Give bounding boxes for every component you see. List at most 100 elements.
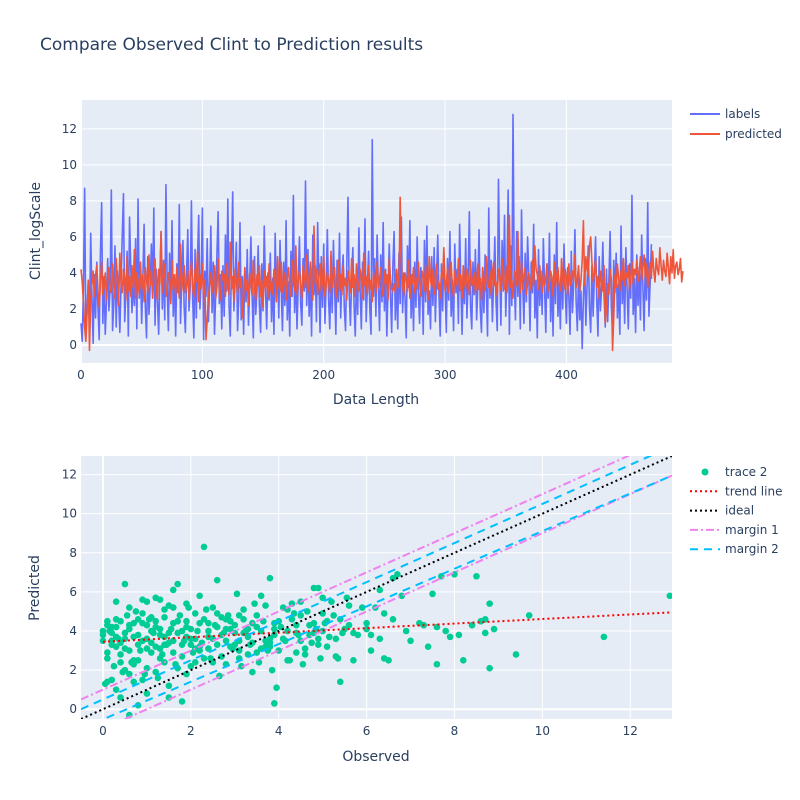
scatter-point <box>99 627 107 635</box>
scatter-point <box>666 592 672 600</box>
x-tick-label: 8 <box>451 724 459 738</box>
scatter-point <box>433 660 441 668</box>
scatter-point <box>266 574 274 582</box>
scatter-point <box>253 612 261 619</box>
scatter-point <box>271 700 278 707</box>
y-tick-label: 8 <box>69 194 77 208</box>
y-axis-title-bottom: Predicted <box>27 555 43 621</box>
scatter-point <box>218 614 225 621</box>
y-tick-label: 2 <box>69 302 77 316</box>
scatter-point <box>205 619 212 627</box>
y-tick-label: 4 <box>69 266 77 280</box>
scatter-point <box>473 572 480 580</box>
scatter-point <box>143 690 151 697</box>
scatter-point <box>222 625 230 633</box>
scatter-point <box>525 612 533 619</box>
x-tick-label: 2 <box>187 724 195 738</box>
scatter-point <box>176 612 184 619</box>
scatter-point <box>156 631 164 639</box>
scatter-point <box>139 637 146 645</box>
scatter-point <box>314 641 322 648</box>
series-line-labels <box>80 113 653 350</box>
scatter-point <box>117 658 124 666</box>
scatter-point <box>345 602 353 609</box>
scatter-point <box>268 666 276 674</box>
y-tick-label: 10 <box>62 507 77 521</box>
scatter-point <box>213 610 221 617</box>
scatter-point <box>143 621 151 629</box>
scatter-point <box>174 580 181 588</box>
scatter-plot-series <box>81 456 672 719</box>
scatter-point <box>132 608 140 615</box>
scatter-point <box>187 662 195 670</box>
scatter-point <box>279 635 287 643</box>
scatter-point <box>152 617 159 625</box>
scatter-point <box>161 641 168 648</box>
scatter-point <box>358 604 366 611</box>
legend-top[interactable]: labels predicted <box>690 107 782 141</box>
scatter-point <box>161 606 168 613</box>
scatter-point <box>156 596 164 604</box>
scatter-point <box>104 678 111 686</box>
scatter-point <box>169 586 177 594</box>
scatter-point <box>200 655 208 662</box>
scatter-point <box>486 664 493 672</box>
scatter-point <box>380 610 388 617</box>
scatter-point <box>334 655 342 662</box>
scatter-point <box>380 655 388 662</box>
scatter-point <box>191 658 199 666</box>
scatter-point <box>104 649 111 656</box>
scatter-point <box>455 631 463 639</box>
scatter-point <box>442 627 450 635</box>
scatter-point <box>389 615 397 623</box>
scatter-point <box>121 629 129 637</box>
scatter-point <box>108 623 116 631</box>
scatter-point <box>328 598 335 605</box>
scatter-point <box>169 637 177 645</box>
x-tick-label: 0 <box>77 368 85 382</box>
y-tick-label: 2 <box>69 663 77 677</box>
scatter-point <box>367 647 375 654</box>
scatter-point <box>402 627 410 635</box>
scatter-point <box>191 610 199 617</box>
line-plot-ticks: 0 100 200 300 400 0 2 4 6 8 10 12 <box>62 122 578 382</box>
scatter-point <box>112 598 120 605</box>
legend-label-ideal: ideal <box>725 504 754 518</box>
scatter-point <box>332 635 340 643</box>
legend-bottom[interactable]: trace 2 trend line ideal margin 1 margin 2 <box>690 465 782 556</box>
scatter-point <box>343 594 351 602</box>
scatter-point <box>240 629 247 637</box>
scatter-point <box>121 666 129 674</box>
scatter-point <box>240 615 247 623</box>
scatter-point <box>156 625 164 633</box>
y-tick-label: 4 <box>69 624 77 638</box>
scatter-plot-grid <box>81 456 672 719</box>
scatter-point <box>301 651 309 658</box>
y-tick-label: 0 <box>69 702 77 716</box>
scatter-point <box>213 623 221 631</box>
scatter-point <box>121 580 129 588</box>
scatter-point <box>165 682 173 690</box>
y-tick-label: 12 <box>62 122 77 136</box>
x-tick-label: 4 <box>275 724 283 738</box>
scatter-point <box>249 668 256 676</box>
scatter-point <box>407 637 414 645</box>
scatter-point <box>233 590 241 598</box>
scatter-point <box>200 615 208 623</box>
scatter-point <box>319 594 326 602</box>
scatter-point <box>350 657 357 664</box>
scatter-point <box>178 641 186 648</box>
scatter-point <box>194 627 201 635</box>
scatter-point <box>257 592 265 600</box>
scatter-point <box>117 694 124 701</box>
scatter-point <box>126 647 133 654</box>
legend-swatch-trace-2 <box>701 468 709 476</box>
scatter-point <box>459 657 467 664</box>
x-axis-title-top: Data Length <box>333 392 419 408</box>
scatter-point <box>238 662 245 670</box>
scatter-point <box>235 612 243 619</box>
line-plot-series <box>80 113 684 352</box>
scatter-point <box>299 660 307 668</box>
scatter-point <box>317 655 324 662</box>
scatter-point <box>273 684 280 692</box>
